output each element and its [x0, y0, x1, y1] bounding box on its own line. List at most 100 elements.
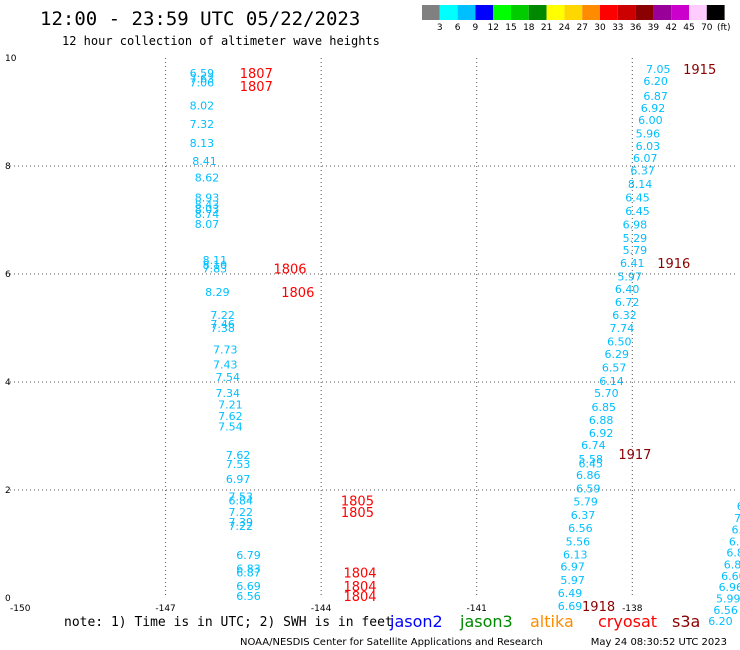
- wave-height-point: 7.06: [190, 76, 215, 89]
- wave-height-point: 8.03: [195, 203, 220, 216]
- satellite-label-altika: altika: [530, 612, 574, 631]
- pass-time-label: 1916: [657, 257, 690, 272]
- wave-height-point: 8.62: [195, 171, 220, 184]
- y-tick-label: 0: [5, 594, 11, 604]
- legend-tick-label: 30: [594, 23, 606, 33]
- pass-time-label: 1915: [683, 63, 716, 78]
- page-subtitle: 12 hour collection of altimeter wave hei…: [62, 34, 380, 48]
- wave-height-point: 6.45: [625, 205, 650, 218]
- wave-height-point: 6.40: [615, 283, 640, 296]
- wave-height-point: 7.53: [229, 490, 254, 503]
- wave-height-point: 6.14: [599, 375, 624, 388]
- wave-height-point: 5.70: [594, 387, 619, 400]
- wave-height-point: 6.72: [615, 296, 640, 309]
- wave-height-point: 6.97: [226, 473, 251, 486]
- wave-height-point: 6.83: [236, 562, 261, 575]
- wave-height-point: 6.69: [558, 600, 583, 613]
- legend-tick-label: 21: [541, 23, 552, 33]
- pass-time-label: 1806: [281, 286, 314, 301]
- wave-height-point: 7.43: [213, 359, 238, 372]
- satellite-label-s3a: s3a: [672, 612, 700, 631]
- wave-height-point: 7.22: [210, 309, 235, 322]
- wave-height-point: 8.41: [192, 155, 217, 168]
- legend-swatch: [475, 5, 494, 20]
- header: 12:00 - 23:59 UTC 05/22/2023 12 hour col…: [40, 8, 380, 48]
- legend-swatch: [457, 5, 476, 20]
- wave-height-point: 6.59: [190, 67, 215, 80]
- legend-tick-label: 42: [665, 23, 676, 33]
- wave-height-point: 6.81: [724, 559, 740, 572]
- wave-height-point: 6.87: [236, 567, 261, 580]
- wave-height-point: 7.74: [610, 322, 635, 335]
- wave-height-point: 8.74: [195, 208, 220, 221]
- legend-tick-label: 6: [455, 23, 461, 33]
- legend-tick-label: 12: [487, 23, 498, 33]
- wave-height-point: 6.96: [719, 581, 740, 594]
- wave-height-point: 7.62: [218, 410, 243, 423]
- pass-time-label: 1805: [341, 506, 374, 521]
- legend-tick-label: 33: [612, 23, 623, 33]
- legend-swatch: [706, 5, 725, 20]
- legend-tick-label: 39: [648, 23, 660, 33]
- wave-height-point: 6.00: [638, 114, 663, 127]
- wave-height-point: 5.97: [560, 574, 585, 587]
- wave-height-point: 8.02: [190, 100, 215, 113]
- legend-swatch: [422, 5, 440, 20]
- wave-height-point: 6.92: [589, 427, 614, 440]
- legend-tick-label: 70: [701, 23, 713, 33]
- pass-time-label: 1807: [240, 67, 273, 82]
- wave-height-point: 5.79: [573, 495, 598, 508]
- wave-height-point: 6.29: [604, 348, 629, 361]
- wave-height-point: 6.37: [630, 164, 655, 177]
- wave-height-point: 7.05: [646, 63, 671, 76]
- legend-swatch: [528, 5, 547, 20]
- legend-tick-label: 9: [473, 23, 479, 33]
- x-tick-label: -144: [311, 604, 332, 614]
- legend-tick-label: 3: [437, 23, 443, 33]
- wave-height-point: 6.92: [641, 102, 666, 115]
- wave-height-point: 8.29: [205, 286, 230, 299]
- pass-time-label: 1807: [240, 80, 273, 95]
- pass-time-label: 1805: [341, 494, 374, 509]
- wave-height-point: 6.59: [576, 482, 601, 495]
- wave-height-point: 6.97: [560, 561, 585, 574]
- wave-height-point: 7.07: [734, 512, 740, 525]
- satellite-label-jason3: jason3: [459, 612, 513, 631]
- legend-swatch: [600, 5, 618, 20]
- satellite-label-jason2: jason2: [389, 612, 443, 631]
- legend-swatch: [582, 5, 600, 20]
- legend-swatch: [511, 5, 529, 20]
- legend-tick-label: 36: [630, 23, 642, 33]
- y-tick-label: 4: [5, 378, 11, 388]
- wave-height-point: 6.41: [620, 257, 645, 270]
- wave-height-point: 6.56: [713, 604, 738, 617]
- y-tick-label: 2: [5, 486, 11, 496]
- y-tick-label: 10: [5, 54, 17, 64]
- footer-credit: NOAA/NESDIS Center for Satellite Applica…: [240, 637, 543, 648]
- wave-height-point: 6.13: [563, 548, 588, 561]
- footer: note: 1) Time is in UTC; 2) SWH is in fe…: [64, 612, 727, 648]
- wave-height-point: 6.87: [643, 90, 668, 103]
- wave-height-point: 7.54: [216, 371, 241, 384]
- wave-height-point: 8.43: [195, 198, 220, 211]
- legend-tick-label: 45: [683, 23, 694, 33]
- wave-height-point: 7.21: [218, 399, 243, 412]
- legend-swatch: [635, 5, 654, 20]
- x-tick-label: -138: [622, 604, 643, 614]
- wave-height-point: 5.29: [623, 232, 648, 245]
- legend-tick-label: 18: [523, 23, 535, 33]
- wave-height-point: 8.11: [203, 254, 228, 267]
- legend-tick-label: 24: [559, 23, 571, 33]
- footer-timestamp: May 24 08:30:52 UTC 2023: [591, 637, 727, 648]
- satellite-label-cryosat: cryosat: [598, 612, 657, 631]
- legend-swatch: [671, 5, 689, 20]
- wave-height-point: 5.99: [716, 593, 740, 606]
- legend-swatch: [653, 5, 672, 20]
- wave-height-point: 7.22: [229, 506, 254, 519]
- legend-swatch: [493, 5, 511, 20]
- wave-height-point: 6.45: [625, 191, 650, 204]
- x-tick-label: -150: [10, 604, 31, 614]
- legend-tick-label: 27: [576, 23, 587, 33]
- wave-height-point: 6.60: [721, 570, 740, 583]
- wave-height-point: 6.45: [579, 458, 604, 471]
